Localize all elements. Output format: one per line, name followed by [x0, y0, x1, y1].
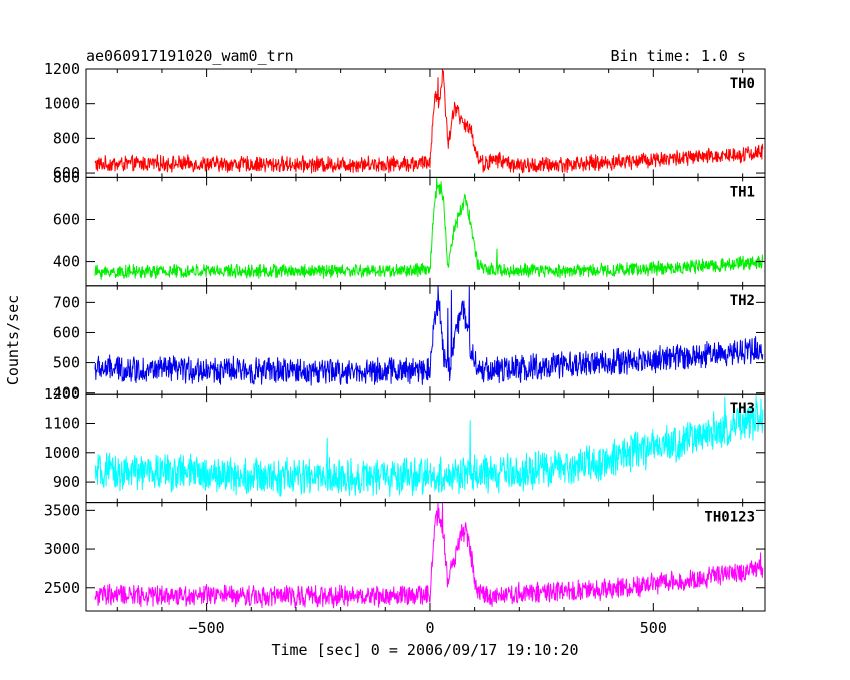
- panel-th2: 400 500 600 700 TH2: [53, 285, 766, 402]
- y-tick-label: 700: [53, 293, 80, 311]
- panel-frame: [85, 285, 766, 395]
- series-line-th1: [94, 177, 764, 280]
- panel-th0: 600 800 1000 1200 TH0: [44, 60, 766, 182]
- y-tick-label: 1000: [44, 444, 80, 462]
- panels-group: 60080010001200TH0400600800TH140050060070…: [44, 60, 766, 612]
- y-tick-label: 1200: [44, 60, 80, 78]
- y-tick-label: 400: [53, 384, 80, 402]
- x-tick-label: 0: [425, 619, 434, 637]
- x-tick-label: −500: [189, 619, 225, 637]
- y-tick-label: 3000: [44, 540, 80, 558]
- panel-th0123: 2500 3000 3500 TH0123: [44, 501, 766, 612]
- panel-label: TH1: [730, 184, 755, 200]
- y-tick-label: 2500: [44, 579, 80, 597]
- series-line-th0123: [94, 502, 764, 609]
- y-axis-label: Counts/sec: [4, 295, 22, 385]
- y-tick-label: 1000: [44, 95, 80, 113]
- panel-label: TH2: [730, 293, 755, 309]
- series-line-th2: [94, 285, 764, 386]
- y-tick-label: 600: [53, 210, 80, 228]
- x-tick-labels: −500 0 500: [189, 619, 667, 637]
- y-tick-label: 800: [53, 129, 80, 147]
- y-tick-label: 1100: [44, 414, 80, 432]
- panel-frame: [85, 502, 766, 612]
- series-line-th0: [94, 69, 764, 174]
- panel-th1: 400 600 800 TH1: [53, 168, 766, 287]
- panel-th3: 900 1000 1100 1200 TH3: [44, 385, 766, 504]
- x-tick-label: 500: [640, 619, 667, 637]
- y-tick-label: 1200: [44, 385, 80, 403]
- y-tick-label: 600: [53, 164, 80, 182]
- panel-label: TH3: [730, 401, 755, 417]
- bin-time-label: Bin time: 1.0 s: [611, 47, 746, 65]
- panel-frame: [85, 393, 766, 504]
- x-axis-label: Time [sec] 0 = 2006/09/17 19:10:20: [271, 641, 578, 659]
- chart-title: ae060917191020_wam0_trn: [86, 47, 294, 65]
- series-line-th3: [94, 395, 764, 497]
- panel-label: TH0: [730, 76, 755, 92]
- y-tick-label: 3500: [44, 501, 80, 519]
- y-tick-label: 900: [53, 473, 80, 491]
- y-tick-label: 400: [53, 253, 80, 271]
- y-tick-label: 500: [53, 354, 80, 372]
- y-tick-label: 800: [53, 168, 80, 186]
- y-tick-label: 600: [53, 323, 80, 341]
- panel-label: TH0123: [704, 510, 755, 526]
